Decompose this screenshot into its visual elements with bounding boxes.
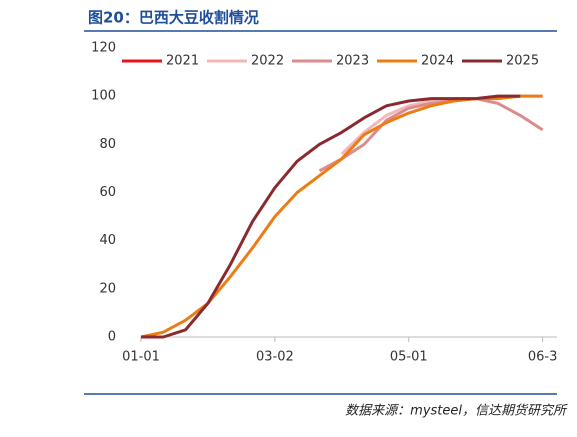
source-note: 数据来源：mysteel，信达期货研究所 [345,403,568,419]
series-line [318,97,544,173]
y-tick-label: 120 [91,41,116,56]
legend-label: 2023 [336,54,369,69]
x-tick-label: 06-3 [528,350,558,365]
legend-label: 2024 [421,54,454,69]
y-tick-label: 60 [99,185,116,200]
y-tick-label: 20 [99,281,116,296]
x-tick-label: 01-01 [122,350,160,365]
legend-label: 2022 [251,54,284,69]
y-tick-label: 0 [108,330,116,345]
legend-label: 2025 [506,54,539,69]
x-tick-label: 03-02 [256,350,294,365]
legend-label: 2021 [166,54,199,69]
y-tick-label: 100 [91,89,116,104]
series-line [141,94,521,339]
chart-title: 图20：巴西大豆收割情况 [88,9,259,27]
x-tick-label: 05-01 [390,350,428,365]
y-tick-label: 80 [99,137,116,152]
y-tick-label: 40 [99,233,116,248]
